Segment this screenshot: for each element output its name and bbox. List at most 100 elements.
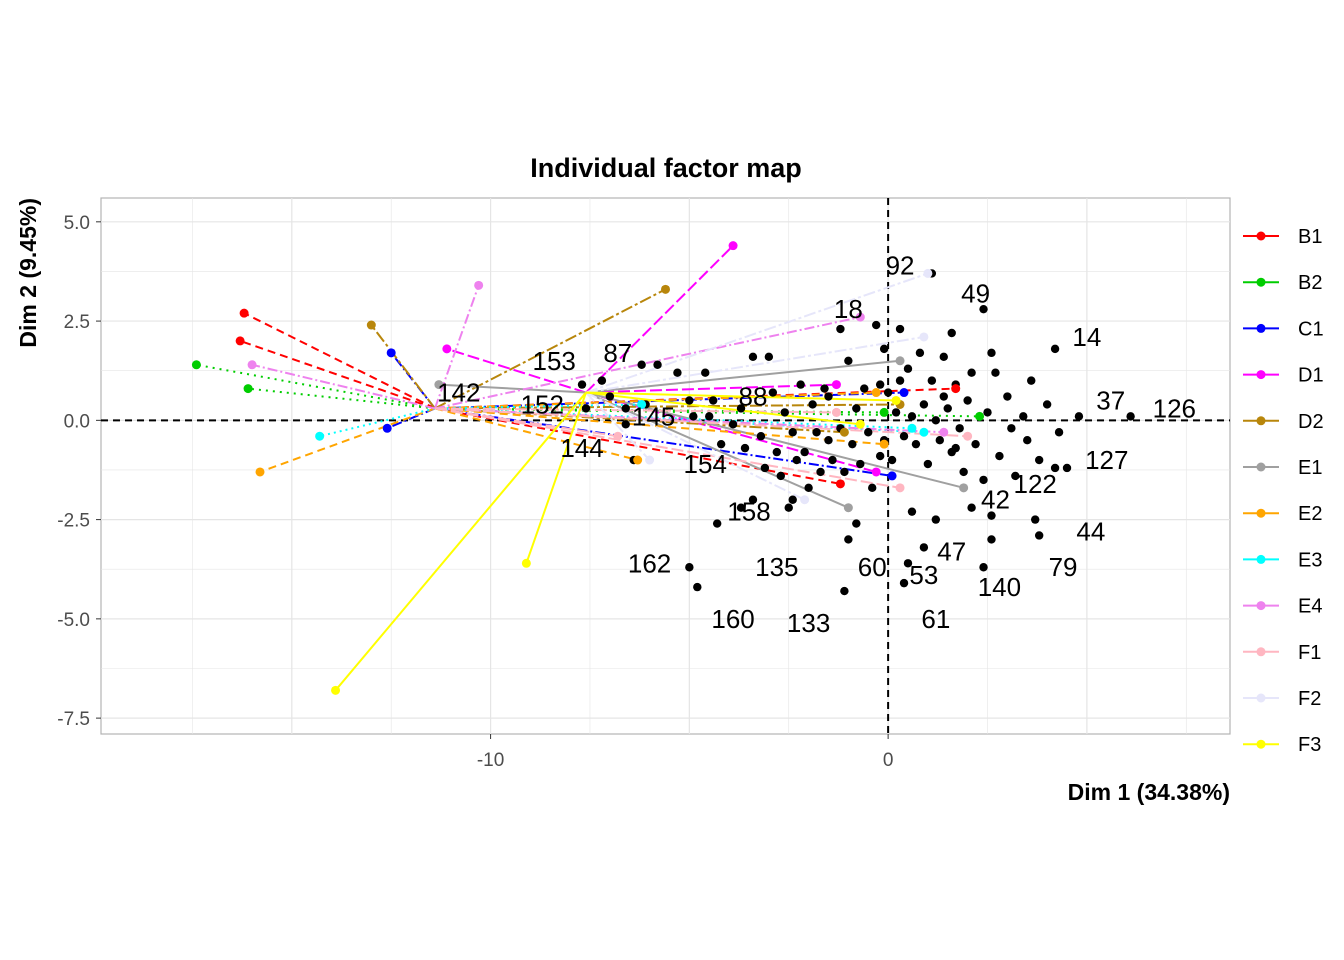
- series-line-e2: [434, 407, 885, 446]
- individual-point: [844, 535, 853, 544]
- legend-key-point: [1256, 323, 1266, 333]
- series-point-f2: [645, 455, 655, 465]
- plot-background: [100, 197, 1231, 735]
- series-point-d2: [366, 320, 376, 330]
- series-point-b2: [975, 411, 985, 421]
- individual-point: [848, 439, 857, 449]
- individual-point: [621, 420, 630, 429]
- series-line-e1: [438, 383, 587, 394]
- legend-label: D1: [1298, 365, 1324, 387]
- series-point-f2: [800, 495, 810, 505]
- individual-point: [915, 348, 925, 358]
- series-line-e2: [434, 391, 877, 410]
- individual-point: [995, 451, 1004, 461]
- y-tick-label: -7.5: [57, 709, 90, 730]
- individual-point: [931, 515, 941, 524]
- individual-point: [792, 455, 801, 465]
- individual-point: [864, 428, 873, 437]
- point-label: 92: [886, 250, 915, 280]
- series-point-f2: [919, 332, 929, 342]
- point-label: 154: [684, 449, 727, 479]
- point-label: 18: [834, 294, 863, 324]
- series-line-e2: [259, 407, 436, 473]
- series-line-f3: [585, 391, 861, 426]
- individual-point: [939, 352, 948, 362]
- individual-point: [891, 408, 901, 417]
- y-tick-label: 2.5: [64, 312, 90, 333]
- legend-label: D2: [1298, 411, 1324, 433]
- individual-point: [685, 563, 694, 572]
- point-label: 14: [1072, 322, 1101, 352]
- point-label: 153: [532, 346, 575, 376]
- individual-point: [903, 364, 913, 373]
- point-label: 79: [1049, 552, 1078, 582]
- individual-point: [979, 475, 988, 485]
- legend-label: B2: [1298, 272, 1322, 294]
- individual-point: [709, 396, 718, 405]
- series-line-d2: [370, 324, 436, 410]
- individual-point: [836, 324, 845, 334]
- individual-point: [685, 396, 694, 405]
- series-point-f1: [831, 407, 841, 417]
- series-point-d2: [839, 427, 849, 437]
- legend-key-point: [1256, 416, 1266, 426]
- series-point-d1: [442, 344, 452, 354]
- individual-point: [959, 467, 968, 477]
- series-point-b2: [191, 360, 201, 370]
- legend-key-point: [1256, 554, 1266, 564]
- individual-point: [1019, 412, 1028, 421]
- individual-point: [840, 586, 849, 596]
- individual-point: [923, 459, 933, 469]
- individual-point: [943, 404, 952, 413]
- series-line-f1: [434, 407, 618, 438]
- series-point-b2: [243, 384, 253, 394]
- individual-point: [947, 328, 956, 338]
- individual-point: [828, 455, 837, 465]
- series-line-f1: [434, 407, 968, 438]
- series-line-e1: [585, 359, 901, 394]
- series-line-d2: [434, 288, 666, 410]
- series-line-d1: [446, 347, 587, 394]
- individual-point: [1003, 392, 1012, 401]
- individual-point: [967, 368, 976, 377]
- point-label: 47: [937, 536, 966, 566]
- individual-point: [907, 507, 917, 516]
- individual-point: [979, 563, 988, 572]
- individual-point: [1007, 424, 1016, 433]
- individual-point: [860, 384, 869, 393]
- individual-point: [955, 424, 964, 433]
- individual-point: [852, 519, 861, 528]
- series-line-e3: [434, 403, 642, 410]
- point-labels: 92 49 18 14 153 87 142 152 88 145 37 126 144 154 127 12…: [437, 250, 1196, 637]
- series-point-f3: [331, 685, 341, 695]
- series-point-e4: [855, 312, 865, 322]
- individual-point: [1034, 455, 1044, 465]
- series-point-e2: [633, 455, 643, 465]
- series-point-b2: [879, 407, 889, 417]
- series-point-e4: [247, 360, 257, 370]
- series-point-d1: [871, 467, 881, 477]
- point-label: 140: [978, 572, 1021, 602]
- series-line-d2: [434, 403, 901, 410]
- individual-point: [991, 368, 1000, 377]
- legend-key-point: [1256, 647, 1266, 657]
- y-tick-label: 5.0: [64, 213, 90, 234]
- individual-point: [840, 467, 849, 477]
- series-line-c1: [434, 407, 893, 477]
- series-point-c1: [887, 471, 897, 481]
- series-point-e3: [315, 431, 325, 441]
- y-tick-label: 0.0: [64, 411, 90, 432]
- individual-point: [716, 439, 726, 449]
- individual-point: [701, 368, 710, 377]
- individual-point: [883, 388, 893, 397]
- legend-label: F2: [1298, 688, 1321, 710]
- series-line-f2: [585, 391, 806, 501]
- series-line-e4: [434, 316, 861, 410]
- individual-point: [776, 471, 785, 481]
- individual-point: [1054, 428, 1064, 437]
- individual-point: [895, 324, 905, 334]
- series-point-b1: [835, 479, 845, 489]
- individual-point: [939, 392, 948, 401]
- point-label: 44: [1076, 517, 1105, 547]
- individual-point: [637, 360, 646, 369]
